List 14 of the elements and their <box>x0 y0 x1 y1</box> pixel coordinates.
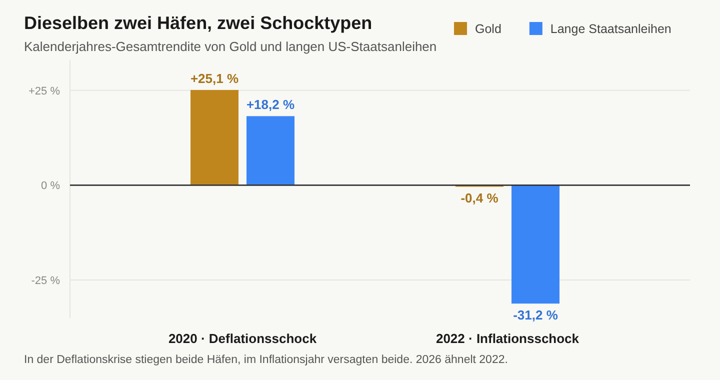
chart-subtitle: Kalenderjahres-Gesamtrendite von Gold und langen US-Staatsanleihen <box>24 39 437 54</box>
chart-title: Dieselben zwei Häfen, zwei Schocktypen <box>24 13 372 33</box>
data-label: -0,4 % <box>460 190 499 206</box>
data-label: -31,2 % <box>513 308 558 323</box>
legend-label: Gold <box>475 22 502 36</box>
data-label: +25,1 % <box>190 70 239 86</box>
x-tick-label: 2022 · Inflationsschock <box>436 331 580 346</box>
y-tick-label: +25 % <box>28 85 60 98</box>
x-tick-label: 2020 · Deflationsschock <box>168 331 318 346</box>
data-label: +18,2 % <box>246 97 295 112</box>
y-tick-label: -25 % <box>31 275 60 288</box>
y-tick-label: 0 % <box>41 180 60 192</box>
legend-label: Lange Staatsanleihen <box>550 22 672 36</box>
text: In der Deflationskrise stiegen beide Häfen, im Inflationsjahr versagten beide. 2026 ähnelt 2022. <box>24 354 508 366</box>
